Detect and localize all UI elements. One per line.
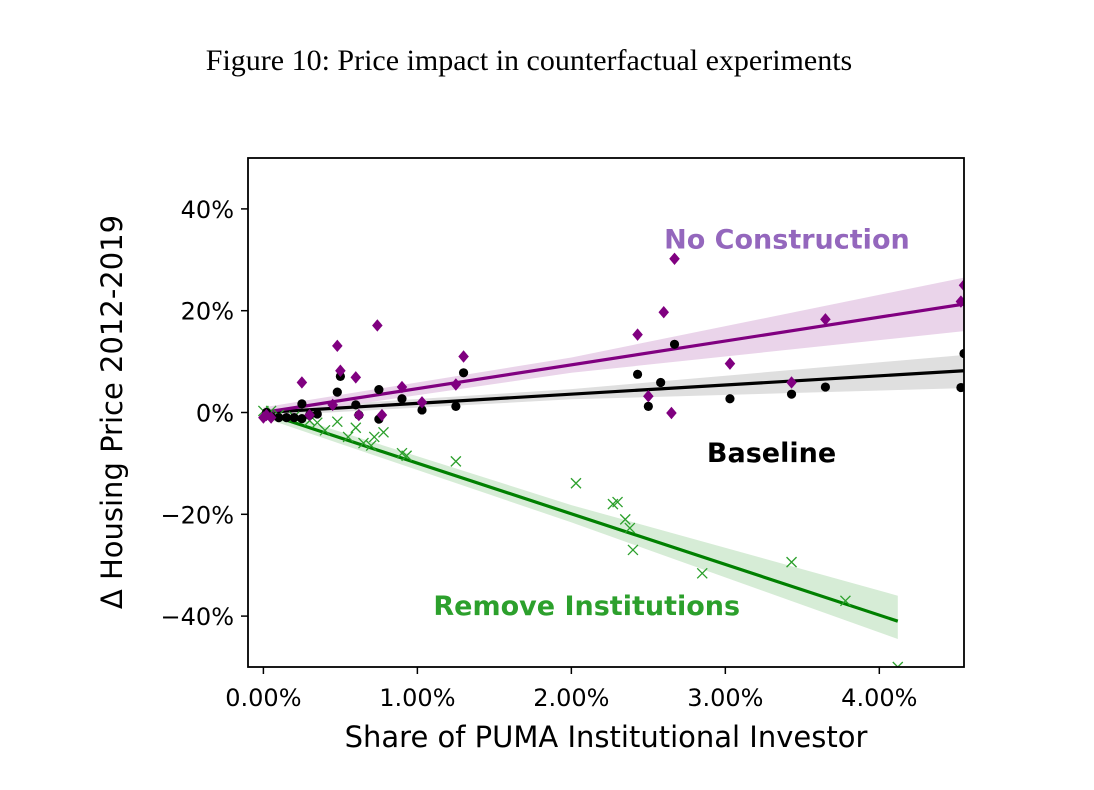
fit-line (263, 369, 964, 415)
x-axis-ticks: 0.00% 1.00% 2.00% 3.00% 4.00% (225, 667, 917, 712)
remove-institutions-point (350, 422, 362, 434)
no-construction-point (335, 364, 346, 377)
y-tick-label: 0% (196, 400, 234, 428)
baseline-point (397, 394, 407, 404)
baseline-point (820, 382, 831, 392)
no-construction-point (666, 406, 677, 420)
baseline-point (725, 394, 735, 404)
remove-institutions-point (450, 455, 462, 467)
baseline-point (959, 348, 964, 359)
annotation-label: No Construction (664, 224, 910, 255)
remove-institutions-point (368, 431, 380, 443)
baseline-point (351, 400, 361, 410)
x-axis-title: Share of PUMA Institutional Investor (345, 720, 868, 754)
no-construction-point (327, 398, 338, 412)
baseline-point (956, 382, 964, 393)
no-construction-point (643, 390, 654, 403)
annotation-label: Baseline (707, 438, 836, 469)
remove-institutions-point (627, 544, 639, 556)
x-tick-label: 2.00% (533, 684, 609, 712)
figure-title: Figure 10: Price impact in counterfactua… (205, 44, 853, 77)
x-tick-label: 1.00% (379, 684, 455, 712)
no-construction-point (458, 350, 469, 363)
baseline-point (656, 377, 666, 388)
no-construction-point (450, 378, 462, 391)
remove-institutions-point (839, 595, 851, 607)
no-construction-point (724, 357, 736, 370)
baseline-point (786, 389, 797, 399)
no-construction-point (372, 319, 383, 332)
remove-institutions-point (786, 556, 798, 568)
series-points (261, 339, 964, 424)
no-construction-point (376, 408, 388, 422)
baseline-point (417, 405, 427, 415)
baseline-point (297, 414, 307, 424)
remove-institutions-point (342, 431, 354, 443)
remove-institutions-point (378, 426, 389, 438)
series-annotations: No Construction Baseline Remove Institutio… (433, 224, 909, 621)
confidence-bands (263, 277, 964, 639)
no-construction-point (958, 279, 964, 292)
baseline-point (297, 399, 307, 409)
y-axis-ticks: 40% 20% 0% −20% −40% (161, 196, 248, 631)
x-tick-label: 4.00% (841, 684, 917, 712)
y-tick-label: −20% (161, 501, 234, 529)
no-construction-point (296, 376, 308, 389)
x-tick-label: 0.00% (225, 684, 301, 712)
y-axis-title: Δ Housing Price 2012-2019 (95, 215, 129, 609)
baseline-point (312, 409, 322, 419)
no-construction-point (786, 376, 797, 389)
y-tick-label: 20% (181, 298, 234, 326)
remove-institutions-point (331, 416, 343, 428)
remove-institutions-point (619, 513, 631, 525)
remove-institutions-point (696, 567, 708, 579)
baseline-point (643, 401, 653, 411)
no-construction-point (304, 408, 315, 422)
y-tick-label: −40% (161, 603, 234, 631)
no-construction-point (353, 408, 365, 422)
no-construction-point (955, 295, 964, 308)
baseline-point (374, 384, 384, 395)
baseline-point (274, 412, 284, 423)
baseline-point (632, 369, 643, 379)
x-tick-label: 3.00% (687, 684, 763, 712)
baseline-point (458, 368, 469, 378)
remove-institutions-point (319, 424, 331, 436)
annotation-label: Remove Institutions (433, 591, 740, 622)
remove-institutions-point (365, 440, 377, 452)
no-construction-point (350, 371, 362, 384)
confidence-band (263, 277, 964, 418)
no-construction-point (416, 396, 428, 409)
fit-line (263, 302, 964, 415)
remove-institutions-point (624, 522, 636, 534)
baseline-point (451, 401, 461, 411)
no-construction-point (396, 380, 408, 394)
remove-institutions-point (401, 450, 413, 462)
no-construction-point (332, 339, 343, 353)
no-construction-point (265, 411, 277, 424)
series-points (258, 252, 964, 424)
remove-institutions-point (892, 661, 904, 667)
y-tick-label: 40% (181, 196, 234, 224)
no-construction-point (669, 252, 680, 265)
baseline-point (669, 339, 680, 349)
baseline-point (332, 387, 342, 397)
remove-institutions-point (358, 437, 369, 449)
baseline-point (281, 412, 292, 423)
baseline-point (289, 412, 299, 423)
no-construction-point (632, 328, 643, 341)
no-construction-point (261, 408, 272, 422)
remove-institutions-point (570, 477, 582, 489)
remove-institutions-point (612, 496, 624, 508)
data-points (257, 252, 964, 667)
no-construction-point (658, 306, 670, 319)
no-construction-point (820, 313, 831, 326)
